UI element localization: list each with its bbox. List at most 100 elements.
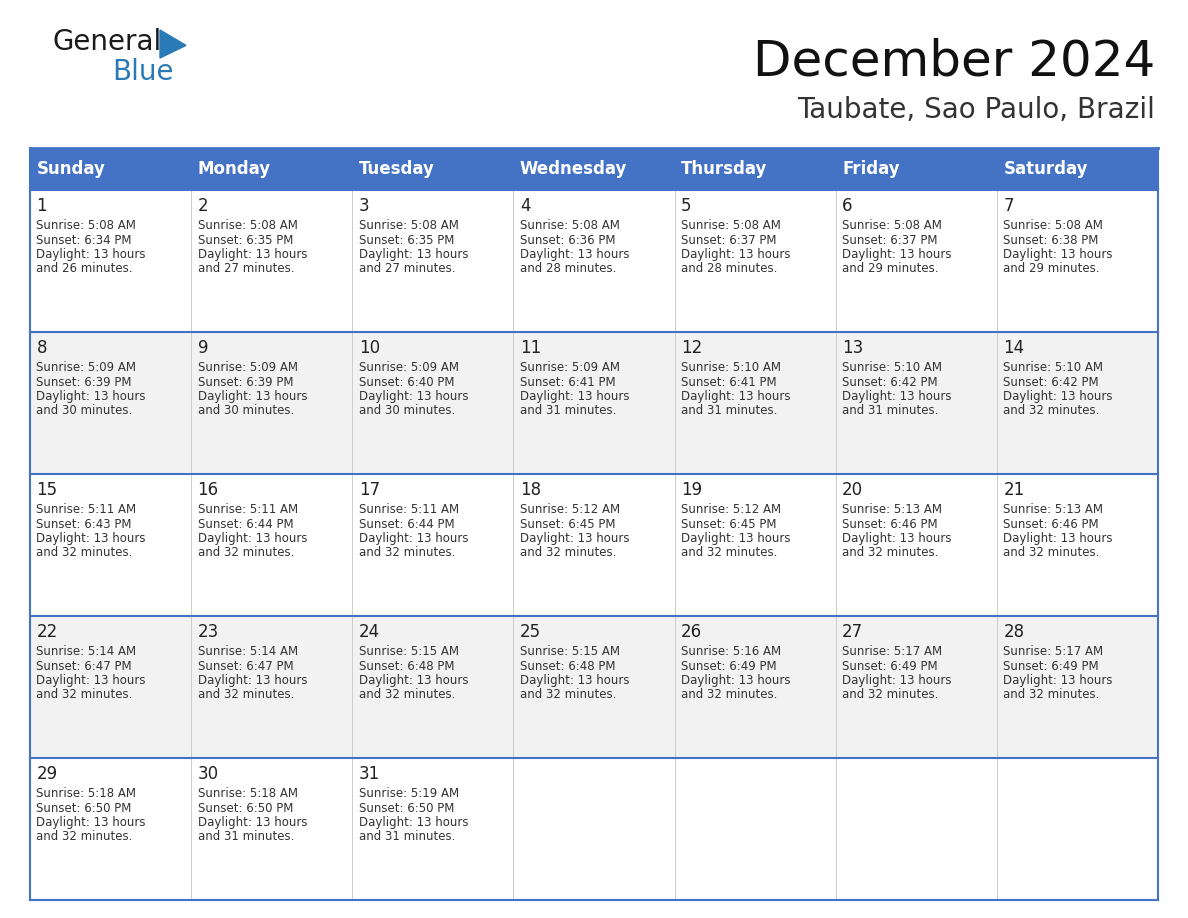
Text: Sunrise: 5:15 AM: Sunrise: 5:15 AM: [359, 645, 459, 658]
Text: and 27 minutes.: and 27 minutes.: [359, 263, 455, 275]
Text: Daylight: 13 hours: Daylight: 13 hours: [1004, 390, 1113, 403]
Text: Taubate, Sao Paulo, Brazil: Taubate, Sao Paulo, Brazil: [797, 96, 1155, 124]
Text: and 31 minutes.: and 31 minutes.: [842, 405, 939, 418]
Bar: [835, 616, 997, 758]
Bar: [997, 190, 1158, 332]
Text: Sunrise: 5:13 AM: Sunrise: 5:13 AM: [842, 503, 942, 516]
Bar: [835, 332, 997, 474]
Bar: [353, 616, 513, 758]
Bar: [191, 190, 353, 332]
Text: and 29 minutes.: and 29 minutes.: [842, 263, 939, 275]
Text: and 32 minutes.: and 32 minutes.: [359, 688, 455, 701]
Text: Daylight: 13 hours: Daylight: 13 hours: [842, 674, 952, 687]
Bar: [513, 474, 675, 616]
Text: Daylight: 13 hours: Daylight: 13 hours: [359, 248, 468, 261]
Text: Daylight: 13 hours: Daylight: 13 hours: [842, 248, 952, 261]
Text: Daylight: 13 hours: Daylight: 13 hours: [37, 248, 146, 261]
Bar: [997, 332, 1158, 474]
Bar: [191, 758, 353, 900]
Text: and 32 minutes.: and 32 minutes.: [681, 688, 777, 701]
Text: Sunrise: 5:15 AM: Sunrise: 5:15 AM: [520, 645, 620, 658]
Text: and 32 minutes.: and 32 minutes.: [37, 688, 133, 701]
Polygon shape: [160, 30, 187, 58]
Text: Daylight: 13 hours: Daylight: 13 hours: [681, 532, 790, 545]
Bar: [835, 474, 997, 616]
Text: and 28 minutes.: and 28 minutes.: [681, 263, 777, 275]
Text: Daylight: 13 hours: Daylight: 13 hours: [359, 390, 468, 403]
Text: Sunrise: 5:08 AM: Sunrise: 5:08 AM: [520, 219, 620, 232]
Text: Daylight: 13 hours: Daylight: 13 hours: [359, 674, 468, 687]
Text: and 30 minutes.: and 30 minutes.: [197, 405, 293, 418]
Text: 22: 22: [37, 623, 58, 641]
Text: 20: 20: [842, 481, 864, 499]
Text: Sunset: 6:49 PM: Sunset: 6:49 PM: [842, 659, 937, 673]
Text: Sunrise: 5:08 AM: Sunrise: 5:08 AM: [197, 219, 297, 232]
Text: Daylight: 13 hours: Daylight: 13 hours: [681, 390, 790, 403]
Text: Sunrise: 5:08 AM: Sunrise: 5:08 AM: [1004, 219, 1104, 232]
Bar: [353, 148, 513, 190]
Text: 30: 30: [197, 765, 219, 783]
Text: Sunrise: 5:10 AM: Sunrise: 5:10 AM: [681, 361, 781, 374]
Text: Sunset: 6:34 PM: Sunset: 6:34 PM: [37, 233, 132, 247]
Text: 27: 27: [842, 623, 864, 641]
Text: and 30 minutes.: and 30 minutes.: [37, 405, 133, 418]
Bar: [191, 616, 353, 758]
Text: and 32 minutes.: and 32 minutes.: [842, 688, 939, 701]
Text: Sunset: 6:47 PM: Sunset: 6:47 PM: [37, 659, 132, 673]
Text: Sunset: 6:37 PM: Sunset: 6:37 PM: [681, 233, 777, 247]
Text: and 30 minutes.: and 30 minutes.: [359, 405, 455, 418]
Text: Sunset: 6:45 PM: Sunset: 6:45 PM: [681, 518, 777, 531]
Text: Sunset: 6:48 PM: Sunset: 6:48 PM: [520, 659, 615, 673]
Bar: [997, 474, 1158, 616]
Text: Daylight: 13 hours: Daylight: 13 hours: [1004, 674, 1113, 687]
Bar: [675, 332, 835, 474]
Bar: [30, 148, 191, 190]
Text: and 32 minutes.: and 32 minutes.: [842, 546, 939, 559]
Text: Sunset: 6:35 PM: Sunset: 6:35 PM: [197, 233, 293, 247]
Text: Sunset: 6:48 PM: Sunset: 6:48 PM: [359, 659, 454, 673]
Bar: [30, 616, 191, 758]
Text: Sunrise: 5:11 AM: Sunrise: 5:11 AM: [197, 503, 298, 516]
Text: Daylight: 13 hours: Daylight: 13 hours: [681, 674, 790, 687]
Text: 21: 21: [1004, 481, 1024, 499]
Text: 3: 3: [359, 197, 369, 215]
Text: Sunrise: 5:19 AM: Sunrise: 5:19 AM: [359, 787, 459, 800]
Text: Tuesday: Tuesday: [359, 160, 435, 178]
Text: Sunset: 6:47 PM: Sunset: 6:47 PM: [197, 659, 293, 673]
Text: December 2024: December 2024: [753, 38, 1155, 86]
Text: 29: 29: [37, 765, 57, 783]
Text: Sunrise: 5:08 AM: Sunrise: 5:08 AM: [37, 219, 137, 232]
Bar: [191, 474, 353, 616]
Text: and 31 minutes.: and 31 minutes.: [681, 405, 777, 418]
Text: Sunset: 6:38 PM: Sunset: 6:38 PM: [1004, 233, 1099, 247]
Bar: [675, 148, 835, 190]
Text: Daylight: 13 hours: Daylight: 13 hours: [1004, 248, 1113, 261]
Text: Sunset: 6:35 PM: Sunset: 6:35 PM: [359, 233, 454, 247]
Text: and 32 minutes.: and 32 minutes.: [197, 688, 293, 701]
Text: 19: 19: [681, 481, 702, 499]
Text: Sunrise: 5:11 AM: Sunrise: 5:11 AM: [359, 503, 459, 516]
Bar: [835, 758, 997, 900]
Text: Sunrise: 5:18 AM: Sunrise: 5:18 AM: [37, 787, 137, 800]
Text: 17: 17: [359, 481, 380, 499]
Text: 4: 4: [520, 197, 530, 215]
Text: 8: 8: [37, 339, 48, 357]
Text: 16: 16: [197, 481, 219, 499]
Bar: [513, 332, 675, 474]
Bar: [675, 616, 835, 758]
Text: and 26 minutes.: and 26 minutes.: [37, 263, 133, 275]
Text: Sunrise: 5:09 AM: Sunrise: 5:09 AM: [359, 361, 459, 374]
Text: Wednesday: Wednesday: [520, 160, 627, 178]
Bar: [675, 758, 835, 900]
Text: Daylight: 13 hours: Daylight: 13 hours: [520, 674, 630, 687]
Text: Sunset: 6:50 PM: Sunset: 6:50 PM: [197, 801, 293, 814]
Text: 1: 1: [37, 197, 48, 215]
Text: Daylight: 13 hours: Daylight: 13 hours: [1004, 532, 1113, 545]
Text: and 32 minutes.: and 32 minutes.: [1004, 546, 1100, 559]
Text: 11: 11: [520, 339, 541, 357]
Text: and 32 minutes.: and 32 minutes.: [520, 688, 617, 701]
Text: Sunset: 6:49 PM: Sunset: 6:49 PM: [681, 659, 777, 673]
Text: Sunrise: 5:08 AM: Sunrise: 5:08 AM: [359, 219, 459, 232]
Text: Sunrise: 5:14 AM: Sunrise: 5:14 AM: [37, 645, 137, 658]
Text: 26: 26: [681, 623, 702, 641]
